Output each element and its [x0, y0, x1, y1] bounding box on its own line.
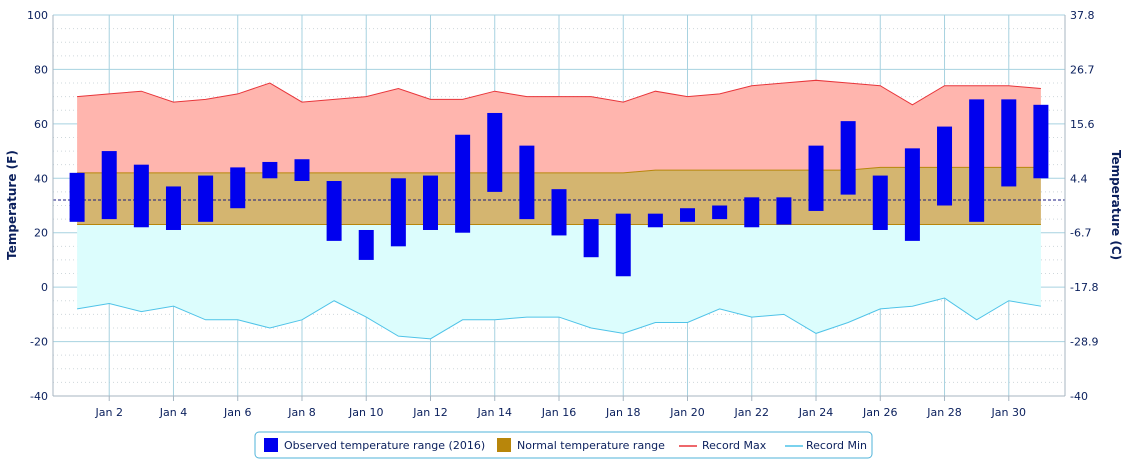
legend-label-record-max: Record Max: [702, 439, 767, 452]
legend-item-record-min[interactable]: Record Min: [785, 439, 867, 452]
observed-bar: [230, 167, 246, 209]
x-tick-label: Jan 2: [94, 406, 122, 419]
observed-bar: [615, 213, 631, 277]
legend-item-observed[interactable]: Observed temperature range (2016): [264, 438, 485, 452]
observed-bars: [69, 99, 1049, 277]
x-tick-label: Jan 4: [159, 406, 187, 419]
observed-bar: [487, 112, 503, 192]
observed-bar: [390, 178, 406, 247]
y-axis-left-title: Temperature (F): [5, 150, 19, 260]
y-right-tick-label: 37.8: [1070, 9, 1095, 22]
observed-bar: [358, 229, 374, 260]
legend-swatch-normal: [497, 438, 511, 452]
y-right-tick-label: -28.9: [1070, 336, 1098, 349]
observed-bar: [422, 175, 438, 230]
observed-bar: [744, 197, 760, 228]
x-tick-label: Jan 20: [669, 406, 704, 419]
observed-bar: [69, 172, 85, 222]
legend-swatch-observed: [264, 438, 278, 452]
legend-label-observed: Observed temperature range (2016): [284, 439, 485, 452]
observed-bar: [165, 186, 181, 230]
x-tick-label: Jan 8: [287, 406, 315, 419]
y-axis-right-title: Temperature (C): [1109, 150, 1123, 260]
y-left-tick-label: 0: [41, 281, 48, 294]
observed-bar: [1001, 99, 1017, 187]
y-left-tick-label: 60: [34, 118, 48, 131]
x-tick-label: Jan 18: [605, 406, 640, 419]
y-right-tick-label: -17.8: [1070, 281, 1098, 294]
observed-bar: [969, 99, 985, 222]
observed-bar: [680, 208, 696, 222]
x-tick-label: Jan 28: [926, 406, 961, 419]
legend-item-record-max[interactable]: Record Max: [679, 439, 767, 452]
record-min-area: [77, 224, 1041, 339]
record-max-area: [77, 80, 1041, 173]
observed-bar: [198, 175, 214, 222]
x-tick-label: Jan 24: [798, 406, 833, 419]
y-left-tick-label: 100: [27, 9, 48, 22]
legend-label-normal: Normal temperature range: [517, 439, 665, 452]
y-left-tick-label: -40: [30, 390, 48, 403]
observed-bar: [262, 161, 278, 179]
legend-label-record-min: Record Min: [806, 439, 867, 452]
record-min-line: [77, 297, 1041, 340]
observed-bar: [519, 145, 535, 220]
x-tick-label: Jan 22: [734, 406, 769, 419]
observed-bar: [904, 148, 920, 241]
y-right-tick-label: -6.7: [1070, 227, 1091, 240]
legend: Observed temperature range (2016) Normal…: [254, 431, 873, 459]
observed-bar: [294, 159, 310, 182]
y-left-tick-label: 20: [34, 227, 48, 240]
x-tick-label: Jan 10: [348, 406, 383, 419]
observed-bar: [133, 164, 149, 228]
observed-bar: [776, 197, 792, 225]
y-right-tick-label: 15.6: [1070, 118, 1095, 131]
observed-bar: [101, 151, 117, 220]
observed-bar: [872, 175, 888, 230]
legend-item-normal[interactable]: Normal temperature range: [497, 438, 665, 452]
observed-bar: [583, 219, 599, 258]
y-right-tick-label: 26.7: [1070, 63, 1095, 76]
observed-bar: [551, 189, 567, 236]
x-tick-label: Jan 16: [541, 406, 576, 419]
observed-bar: [937, 126, 953, 206]
legend-box: [254, 431, 873, 459]
area-layer: [77, 80, 1041, 339]
x-tick-label: Jan 14: [477, 406, 512, 419]
y-left-tick-label: 80: [34, 63, 48, 76]
observed-bar: [455, 134, 471, 233]
x-tick-label: Jan 30: [991, 406, 1026, 419]
x-tick-label: Jan 26: [862, 406, 897, 419]
record-max-line: [77, 79, 1041, 106]
y-left-tick-label: 40: [34, 172, 48, 185]
x-tick-label: Jan 6: [223, 406, 251, 419]
observed-bar: [647, 213, 663, 228]
axes: 100 80 60 40 20 0 -20 -40 37.8 26.7 15.6 4.4 -6.7 -17…: [27, 9, 1098, 419]
observed-bar: [326, 181, 342, 241]
y-right-tick-label: -40: [1070, 390, 1088, 403]
observed-bar: [808, 145, 824, 211]
y-right-tick-label: 4.4: [1070, 172, 1088, 185]
observed-bar: [712, 205, 728, 220]
observed-bar: [840, 121, 856, 195]
x-tick-label: Jan 12: [412, 406, 447, 419]
observed-bar: [1033, 104, 1049, 179]
y-left-tick-label: -20: [30, 336, 48, 349]
